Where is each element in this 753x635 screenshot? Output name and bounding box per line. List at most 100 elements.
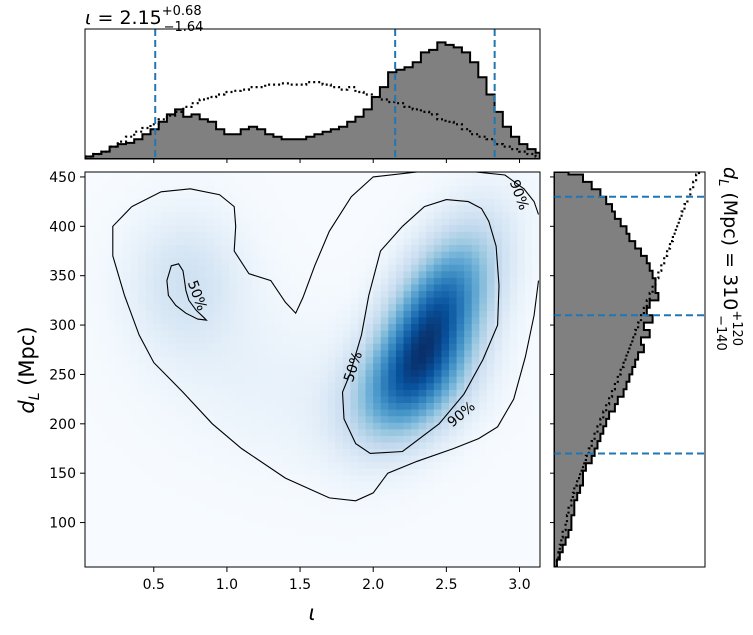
density-cell	[100, 362, 109, 371]
density-cell	[524, 402, 534, 410]
density-cell	[236, 415, 245, 423]
density-cell	[532, 389, 540, 397]
density-cell	[130, 560, 139, 567]
density-cell	[244, 448, 253, 456]
density-cell	[342, 191, 352, 199]
density-cell	[198, 560, 207, 567]
density-cell	[191, 310, 200, 318]
density-cell	[176, 330, 185, 338]
density-cell	[236, 514, 245, 522]
density-cell	[494, 178, 503, 186]
density-cell	[524, 422, 534, 430]
density-cell	[327, 310, 336, 318]
density-cell	[517, 428, 526, 436]
density-cell	[426, 514, 435, 522]
density-cell	[274, 316, 283, 325]
density-cell	[183, 382, 192, 390]
density-cell	[342, 547, 352, 555]
density-cell	[502, 198, 511, 206]
density-cell	[138, 560, 147, 567]
density-cell	[524, 540, 534, 548]
density-cell	[342, 185, 352, 193]
density-cell	[517, 198, 526, 206]
density-cell	[282, 172, 291, 180]
density-cell	[130, 468, 139, 476]
density-cell	[115, 251, 124, 259]
density-cell	[168, 237, 177, 246]
density-cell	[403, 204, 412, 213]
density-cell	[236, 172, 245, 180]
density-cell	[403, 343, 412, 351]
density-cell	[297, 527, 306, 535]
density-cell	[433, 191, 443, 199]
density-cell	[395, 224, 405, 232]
density-cell	[441, 455, 450, 463]
density-cell	[388, 488, 397, 496]
density-cell	[145, 474, 154, 483]
density-cell	[373, 204, 382, 213]
density-cell	[85, 422, 94, 430]
density-cell	[350, 553, 359, 562]
density-cell	[411, 349, 420, 357]
density-cell	[191, 290, 200, 298]
density-cell	[138, 349, 147, 357]
density-cell	[191, 494, 200, 502]
density-cell	[517, 257, 526, 265]
density-cell	[122, 527, 132, 535]
density-cell	[236, 244, 245, 252]
density-cell	[206, 297, 215, 305]
density-cell	[373, 316, 382, 325]
density-cell	[236, 402, 245, 410]
density-cell	[221, 409, 230, 417]
density-cell	[486, 362, 496, 371]
density-cell	[395, 185, 405, 193]
density-cell	[411, 540, 420, 548]
density-cell	[138, 389, 147, 397]
density-cell	[251, 178, 261, 186]
density-cell	[502, 343, 511, 351]
density-cell	[297, 382, 306, 390]
density-cell	[130, 204, 139, 213]
density-cell	[464, 303, 473, 311]
density-cell	[471, 553, 480, 562]
density-cell	[138, 402, 147, 410]
density-cell	[236, 204, 245, 213]
density-cell	[274, 481, 283, 489]
density-cell	[342, 218, 352, 226]
density-cell	[464, 297, 473, 305]
density-cell	[244, 468, 253, 476]
density-cell	[183, 343, 192, 351]
density-cell	[403, 540, 412, 548]
density-cell	[115, 534, 124, 542]
x-tick-label: 1.5	[289, 577, 311, 593]
density-cell	[213, 310, 223, 318]
density-cell	[297, 402, 306, 410]
density-cell	[176, 237, 185, 246]
density-cell	[259, 488, 268, 496]
density-cell	[502, 520, 511, 529]
density-cell	[494, 395, 503, 404]
density-cell	[297, 560, 306, 567]
density-cell	[502, 303, 511, 311]
density-cell	[297, 415, 306, 423]
density-cell	[373, 310, 382, 318]
density-cell	[426, 257, 435, 265]
density-cell	[494, 428, 503, 436]
density-cell	[122, 540, 132, 548]
density-cell	[236, 468, 245, 476]
density-cell	[441, 185, 450, 193]
density-cell	[206, 409, 215, 417]
density-cell	[259, 257, 268, 265]
density-cell	[206, 191, 215, 199]
density-cell	[251, 264, 261, 272]
density-cell	[244, 441, 253, 450]
density-cell	[244, 501, 253, 509]
density-cell	[282, 316, 291, 325]
density-cell	[532, 494, 540, 502]
density-cell	[335, 178, 344, 186]
density-cell	[380, 316, 389, 325]
density-cell	[274, 330, 283, 338]
density-cell	[92, 415, 101, 423]
density-cell	[426, 441, 435, 450]
density-cell	[312, 395, 321, 404]
